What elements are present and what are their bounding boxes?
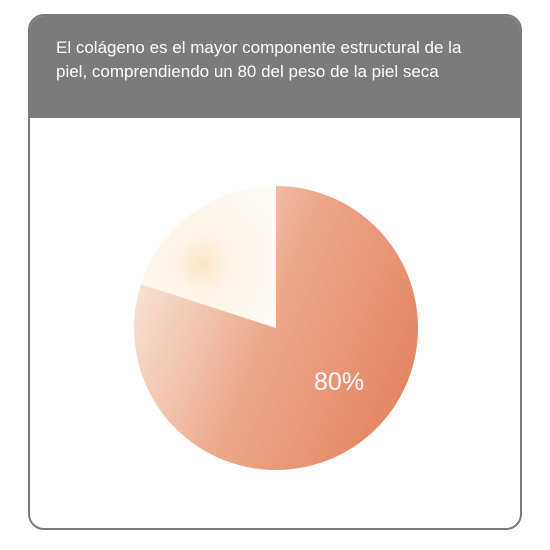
pie-slice-1: [140, 186, 276, 328]
pie-slices: 80%: [134, 186, 418, 471]
pie-slice-label-0: 80%: [314, 368, 364, 396]
card-header: El colágeno es el mayor componente estru…: [30, 16, 520, 118]
chart-title: El colágeno es el mayor componente estru…: [56, 38, 462, 81]
